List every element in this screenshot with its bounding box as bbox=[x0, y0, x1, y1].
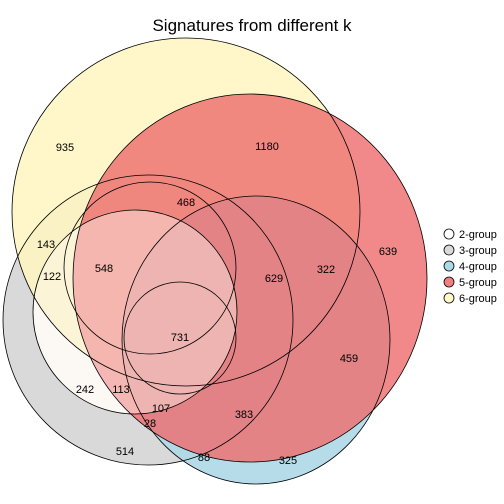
inner-ring-b-outline bbox=[123, 281, 237, 395]
legend: 2-group 3-group 4-group 5-group 6-group bbox=[443, 228, 497, 305]
region-count: 514 bbox=[116, 446, 134, 458]
region-count: 935 bbox=[56, 142, 74, 154]
region-count: 28 bbox=[144, 418, 156, 430]
legend-label: 3-group bbox=[459, 245, 497, 257]
legend-label: 4-group bbox=[459, 261, 497, 273]
region-count: 107 bbox=[152, 403, 170, 415]
legend-swatch bbox=[443, 228, 455, 240]
inner-ring-a-outline bbox=[63, 181, 237, 355]
region-count: 113 bbox=[112, 384, 130, 396]
region-count: 143 bbox=[37, 239, 55, 251]
region-count: 468 bbox=[177, 197, 195, 209]
region-count: 325 bbox=[279, 455, 297, 467]
set-4-group-outline bbox=[121, 195, 391, 485]
region-counts: 935 1180 639 468 143 548 322 122 629 731… bbox=[37, 141, 397, 467]
region-count: 548 bbox=[95, 263, 113, 275]
set-2-group-tint bbox=[33, 210, 237, 414]
legend-item: 3-group bbox=[443, 244, 497, 257]
set-5-group-outline bbox=[72, 93, 428, 463]
region-count: 629 bbox=[265, 273, 283, 285]
legend-swatch bbox=[443, 244, 455, 256]
region-count: 459 bbox=[340, 353, 358, 365]
region-count: 122 bbox=[43, 271, 61, 283]
region-count: 88 bbox=[198, 452, 210, 464]
set-fills bbox=[3, 38, 427, 484]
set-6-group-outline bbox=[11, 37, 361, 387]
legend-swatch bbox=[443, 260, 455, 272]
region-count: 731 bbox=[171, 332, 189, 344]
legend-item: 4-group bbox=[443, 260, 497, 273]
region-count: 242 bbox=[76, 384, 94, 396]
region-count: 383 bbox=[235, 409, 253, 421]
set-3-group-outline bbox=[2, 174, 294, 466]
legend-swatch bbox=[443, 292, 455, 304]
legend-swatch bbox=[443, 276, 455, 288]
region-count: 1180 bbox=[255, 141, 279, 153]
legend-label: 2-group bbox=[459, 229, 497, 241]
legend-item: 5-group bbox=[443, 276, 497, 289]
set-2-group-outline bbox=[32, 209, 238, 415]
legend-label: 5-group bbox=[459, 277, 497, 289]
set-5-group-area bbox=[73, 94, 427, 462]
legend-item: 2-group bbox=[443, 228, 497, 241]
set-outlines bbox=[2, 37, 428, 485]
region-count: 322 bbox=[317, 264, 335, 276]
legend-label: 6-group bbox=[459, 293, 497, 305]
region-count: 639 bbox=[379, 246, 397, 258]
legend-item: 6-group bbox=[443, 292, 497, 305]
diagram-title: Signatures from different k bbox=[152, 16, 352, 35]
